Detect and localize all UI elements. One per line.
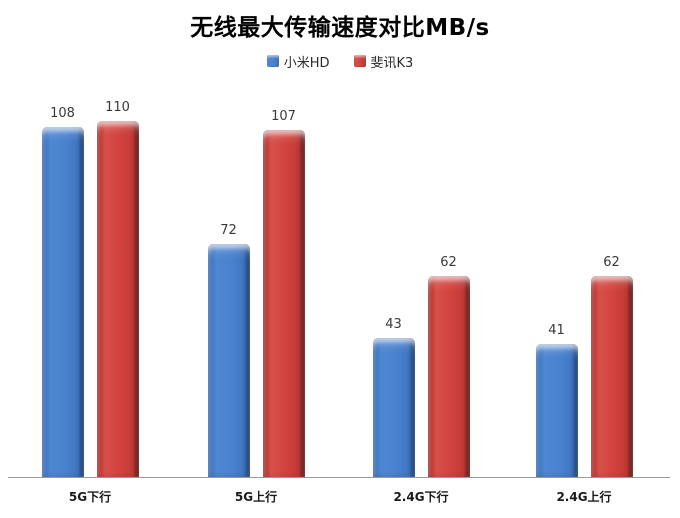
x-axis-category-label: 2.4G上行 bbox=[556, 490, 612, 504]
legend-label: 小米HD bbox=[283, 55, 330, 71]
bar bbox=[372, 338, 415, 477]
bar-value-label: 108 bbox=[50, 106, 75, 121]
legend-swatch bbox=[266, 55, 279, 67]
bar-value-label: 72 bbox=[220, 223, 237, 238]
bar-value-label: 110 bbox=[105, 100, 130, 115]
bar bbox=[41, 127, 84, 477]
x-axis-category-label: 2.4G下行 bbox=[393, 490, 449, 504]
bar bbox=[207, 244, 250, 477]
bar-value-label: 62 bbox=[440, 255, 457, 270]
bar-value-label: 43 bbox=[385, 317, 402, 332]
bar bbox=[96, 121, 139, 477]
x-axis-category-label: 5G下行 bbox=[68, 490, 112, 504]
bar bbox=[590, 276, 633, 477]
legend-item: 斐讯K3 bbox=[353, 52, 414, 71]
x-axis-category-label: 5G上行 bbox=[234, 490, 278, 504]
chart-title: 无线最大传输速度对比MB/s bbox=[190, 15, 490, 41]
x-axis-line bbox=[8, 477, 670, 478]
bar-value-label: 41 bbox=[548, 323, 565, 338]
bar bbox=[262, 130, 305, 477]
bar-value-label: 107 bbox=[271, 109, 296, 124]
bar bbox=[535, 344, 578, 477]
legend: 小米HD 斐讯K3 bbox=[0, 52, 680, 71]
bar bbox=[427, 276, 470, 477]
legend-label: 斐讯K3 bbox=[370, 55, 414, 71]
legend-swatch bbox=[353, 55, 366, 67]
bar-value-label: 62 bbox=[603, 255, 620, 270]
legend-item: 小米HD bbox=[266, 52, 330, 71]
